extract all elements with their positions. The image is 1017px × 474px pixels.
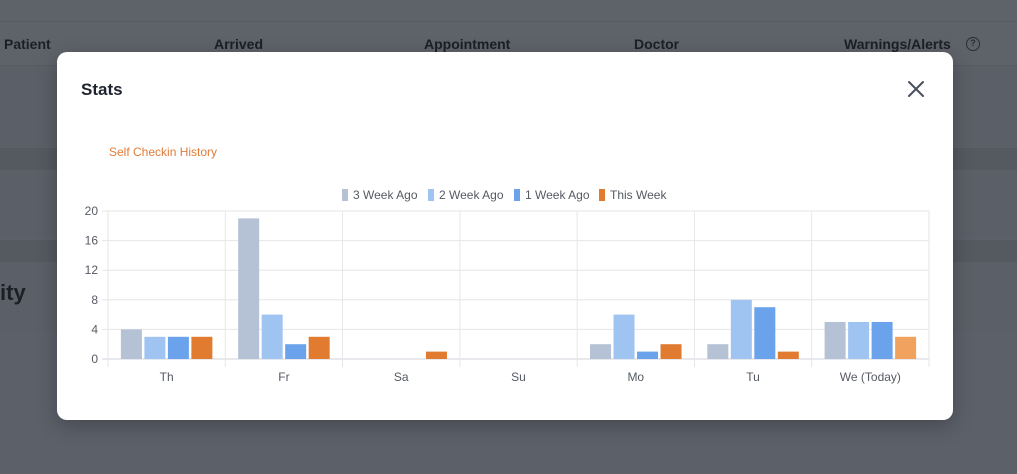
x-tick-label: We (Today) — [840, 370, 901, 384]
bar-1-week-ago-fr — [285, 344, 307, 359]
legend-label: 3 Week Ago — [353, 188, 418, 202]
column-header-warnings-alerts: Warnings/Alerts — [844, 36, 951, 52]
y-tick-label: 8 — [91, 293, 98, 307]
column-header-arrived: Arrived — [214, 36, 264, 52]
chart-bars — [120, 218, 917, 359]
y-tick-label: 12 — [85, 263, 99, 277]
close-icon — [908, 81, 924, 97]
chart-grid — [102, 210, 930, 367]
bar-this-week-th — [191, 336, 213, 359]
chart-title: Self Checkin History — [109, 145, 218, 159]
help-icon[interactable]: ? — [966, 37, 980, 51]
x-tick-label: Sa — [394, 370, 409, 384]
chart-x-ticks: Th Fr Sa Su Mo Tu We (Today) — [160, 370, 901, 384]
bar-1-week-ago-tu — [754, 307, 776, 359]
x-tick-label: Fr — [278, 370, 289, 384]
column-header-patient: Patient — [4, 36, 51, 52]
bar-2-week-ago-fr — [261, 314, 283, 359]
legend-label: 2 Week Ago — [439, 188, 504, 202]
x-tick-label: Mo — [627, 370, 644, 384]
legend-swatch — [342, 189, 348, 201]
bar-1-week-ago-we-today — [871, 322, 893, 359]
bar-2-week-ago-mo — [613, 314, 635, 359]
legend-swatch — [514, 189, 520, 201]
legend-swatch — [599, 189, 605, 201]
background-top-band — [0, 0, 1017, 22]
bar-this-week-sa — [425, 351, 447, 359]
bar-this-week-mo — [660, 344, 682, 359]
stats-modal: Stats Self Checkin History 0 4 8 12 16 20 Th F… — [57, 52, 953, 420]
bar-3-week-ago-tu — [707, 344, 729, 359]
bar-this-week-tu — [777, 351, 799, 359]
modal-title: Stats — [81, 80, 123, 99]
bar-this-week-we-today — [895, 336, 917, 359]
bar-2-week-ago-tu — [730, 299, 752, 359]
y-tick-label: 20 — [85, 204, 99, 218]
bar-this-week-fr — [308, 336, 330, 359]
column-header-doctor: Doctor — [634, 36, 680, 52]
legend-label: 1 Week Ago — [525, 188, 590, 202]
self-checkin-history-chart: 0 4 8 12 16 20 Th Fr Sa Su Mo Tu We (Today) 3 Week … — [85, 188, 930, 384]
bar-3-week-ago-th — [120, 329, 142, 359]
column-header-appointment: Appointment — [424, 36, 511, 52]
bar-2-week-ago-we-today — [848, 322, 870, 359]
bar-1-week-ago-mo — [637, 351, 659, 359]
bar-3-week-ago-fr — [238, 218, 260, 359]
x-tick-label: Tu — [746, 370, 760, 384]
bar-3-week-ago-mo — [590, 344, 612, 359]
bar-1-week-ago-th — [167, 336, 189, 359]
bar-2-week-ago-th — [144, 336, 166, 359]
legend-label: This Week — [610, 188, 667, 202]
y-tick-label: 4 — [91, 322, 98, 336]
y-tick-label: 16 — [85, 234, 99, 248]
chart-y-ticks: 0 4 8 12 16 20 — [85, 204, 99, 366]
y-tick-label: 0 — [91, 352, 98, 366]
x-tick-label: Th — [160, 370, 174, 384]
background-section-heading: ity — [0, 280, 26, 305]
legend-swatch — [428, 189, 434, 201]
chart-legend: 3 Week Ago 2 Week Ago 1 Week Ago This Week — [342, 188, 667, 202]
x-tick-label: Su — [511, 370, 526, 384]
bar-3-week-ago-we-today — [824, 322, 846, 359]
close-button[interactable] — [905, 78, 927, 100]
